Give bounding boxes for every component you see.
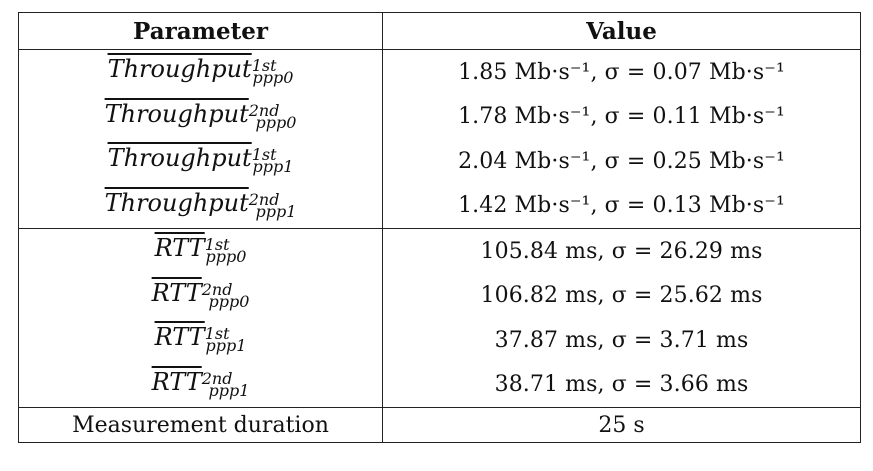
parameter-cell: Throughput2ndppp1 <box>18 183 383 229</box>
table-row: Throughput2ndppp1 1.42 Mb·s⁻¹, σ = 0.13 … <box>18 183 861 229</box>
parameter-name: RTT <box>151 367 202 396</box>
parameter-superscript: 2nd <box>201 368 233 388</box>
parameter-subscript: ppp0 <box>205 247 247 267</box>
parameter-subscript: ppp0 <box>255 112 297 132</box>
table-row: RTT1stppp0 105.84 ms, σ = 26.29 ms <box>18 228 861 274</box>
value-cell: 105.84 ms, σ = 26.29 ms <box>382 228 861 274</box>
parameter-name: Throughput <box>107 55 252 84</box>
parameter-cell: RTT2ndppp0 <box>18 273 383 318</box>
parameter-name: RTT <box>151 278 202 307</box>
parameter-superscript: 1st <box>204 324 230 344</box>
value-cell: 37.87 ms, σ = 3.71 ms <box>382 318 861 363</box>
duration-label: Measurement duration <box>18 407 383 443</box>
parameter-name: Throughput <box>104 188 249 217</box>
table-row: Throughput2ndppp0 1.78 Mb·s⁻¹, σ = 0.11 … <box>18 94 861 139</box>
parameter-cell: Throughput1stppp1 <box>18 139 383 184</box>
parameter-subscript: ppp1 <box>255 201 297 221</box>
parameter-cell: Throughput1stppp0 <box>18 49 383 95</box>
value-cell: 1.42 Mb·s⁻¹, σ = 0.13 Mb·s⁻¹ <box>382 183 861 229</box>
parameter-cell: RTT1stppp1 <box>18 318 383 363</box>
table-row: RTT2ndppp1 38.71 ms, σ = 3.66 ms <box>18 362 861 408</box>
parameter-superscript: 2nd <box>248 189 280 209</box>
parameter-superscript: 1st <box>251 145 277 165</box>
parameter-name: Throughput <box>107 144 252 173</box>
value-cell: 38.71 ms, σ = 3.66 ms <box>382 362 861 408</box>
parameter-subscript: ppp1 <box>252 157 294 177</box>
results-table: Parameter Value Throughput1stppp0 1.85 M… <box>18 12 861 443</box>
table-row: Measurement duration 25 s <box>18 407 861 443</box>
parameter-cell: Throughput2ndppp0 <box>18 94 383 139</box>
parameter-cell: RTT1stppp0 <box>18 228 383 274</box>
parameter-name: Throughput <box>104 99 249 128</box>
header-row: Parameter Value <box>18 12 861 50</box>
value-cell: 1.85 Mb·s⁻¹, σ = 0.07 Mb·s⁻¹ <box>382 49 861 95</box>
parameter-header: Parameter <box>18 12 383 50</box>
value-cell: 2.04 Mb·s⁻¹, σ = 0.25 Mb·s⁻¹ <box>382 139 861 184</box>
table-row: RTT2ndppp0 106.82 ms, σ = 25.62 ms <box>18 273 861 318</box>
parameter-superscript: 1st <box>204 235 230 255</box>
table-row: Throughput1stppp0 1.85 Mb·s⁻¹, σ = 0.07 … <box>18 49 861 95</box>
parameter-superscript: 1st <box>251 56 277 76</box>
value-cell: 106.82 ms, σ = 25.62 ms <box>382 273 861 318</box>
parameter-subscript: ppp0 <box>208 291 250 311</box>
parameter-name: RTT <box>154 323 205 352</box>
parameter-cell: RTT2ndppp1 <box>18 362 383 408</box>
value-cell: 1.78 Mb·s⁻¹, σ = 0.11 Mb·s⁻¹ <box>382 94 861 139</box>
parameter-name: RTT <box>154 234 205 263</box>
duration-value: 25 s <box>382 407 861 443</box>
parameter-subscript: ppp1 <box>208 380 250 400</box>
parameter-subscript: ppp0 <box>252 68 294 88</box>
parameter-superscript: 2nd <box>248 100 280 120</box>
value-header: Value <box>382 12 861 50</box>
table-row: RTT1stppp1 37.87 ms, σ = 3.71 ms <box>18 318 861 363</box>
parameter-subscript: ppp1 <box>205 336 247 356</box>
table-row: Throughput1stppp1 2.04 Mb·s⁻¹, σ = 0.25 … <box>18 139 861 184</box>
parameter-superscript: 2nd <box>201 279 233 299</box>
